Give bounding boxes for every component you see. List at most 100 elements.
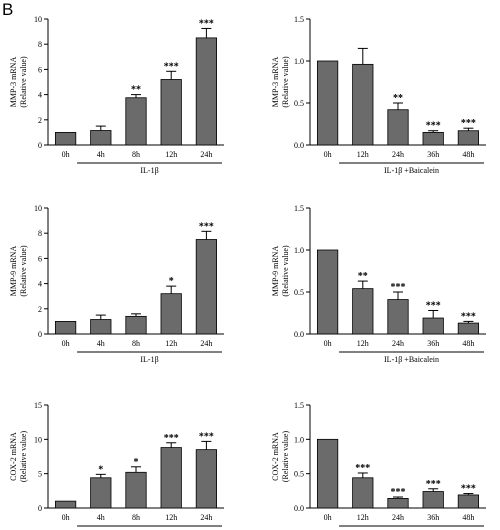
y-tick-label: 0.0 <box>294 141 304 150</box>
x-tick-label: 0h <box>62 339 70 348</box>
x-tick-label: 12h <box>165 339 177 348</box>
significance-marker: *** <box>426 479 441 490</box>
y-tick-label: 2 <box>38 116 42 125</box>
chart-panel-4: 0.0 0.5 1.0 1.5 MMP-9 mRNA (Relative value) 0h… <box>271 204 486 364</box>
bar-0h <box>316 60 339 146</box>
bar-8h <box>125 97 147 146</box>
x-tick-label: 24h <box>200 150 212 159</box>
significance-marker: *** <box>199 221 214 232</box>
bar-36h <box>422 131 444 146</box>
x-tick-label: 8h <box>132 150 140 159</box>
x-group-label: IL-1β +Baicalein <box>384 355 439 364</box>
y-axis-label: (Relative value) <box>19 431 28 483</box>
chart-panel-6: 0.0 0.5 1.0 1.5 COX-2 mRNA (Relative value) 0h… <box>271 401 486 530</box>
x-tick-label: 0h <box>62 513 70 522</box>
y-axis-label: MMP-3 mRNA <box>271 57 280 108</box>
significance-marker: *** <box>355 463 370 474</box>
y-axis-label: MMP-9 mRNA <box>271 246 280 297</box>
y-tick-label: 2 <box>38 305 42 314</box>
x-tick-label: 48h <box>462 150 474 159</box>
y-axis-label: (Relative value) <box>281 431 290 483</box>
x-tick-label: 36h <box>427 150 439 159</box>
significance-marker: *** <box>199 18 214 29</box>
y-tick-label: 1.5 <box>294 204 304 213</box>
y-axis-label: MMP-3 mRNA <box>9 57 18 108</box>
y-tick-label: 0.5 <box>294 288 304 297</box>
y-axis-label: (Relative value) <box>281 245 290 297</box>
significance-marker: ** <box>393 93 403 104</box>
significance-marker: ** <box>131 85 141 96</box>
chart-panel-2: 0.0 0.5 1.0 1.5 MMP-3 mRNA (Relative value) 0h… <box>271 15 486 175</box>
y-tick-label: 0.5 <box>294 470 304 479</box>
bar-12h <box>352 477 374 509</box>
y-tick-label: 0.5 <box>294 99 304 108</box>
significance-marker: * <box>169 276 174 287</box>
y-tick-label: 1.0 <box>294 246 304 255</box>
bar-12h <box>352 288 374 335</box>
y-tick-label: 8 <box>38 40 42 49</box>
x-tick-label: 4h <box>97 150 105 159</box>
y-tick-label: 8 <box>38 229 42 238</box>
x-tick-label: 12h <box>165 150 177 159</box>
bar-24h <box>387 299 409 335</box>
y-tick-label: 10 <box>34 204 42 213</box>
bar-24h <box>195 239 218 335</box>
x-tick-label: 8h <box>132 513 140 522</box>
y-tick-label: 0 <box>38 504 42 513</box>
significance-marker: *** <box>426 121 441 132</box>
bar-0h <box>316 249 339 335</box>
y-axis-label: COX-2 mRNA <box>271 432 280 481</box>
x-tick-label: 24h <box>392 150 404 159</box>
x-tick-label: 36h <box>427 339 439 348</box>
significance-marker: *** <box>164 433 179 444</box>
bar-12h <box>160 293 182 335</box>
bar-8h <box>125 471 147 509</box>
bar-24h <box>195 449 218 509</box>
y-tick-label: 1.5 <box>294 15 304 24</box>
x-tick-label: 24h <box>200 513 212 522</box>
y-tick-label: 10 <box>34 15 42 24</box>
x-tick-label: 36h <box>427 513 439 522</box>
significance-marker: *** <box>164 61 179 72</box>
y-tick-label: 1.0 <box>294 435 304 444</box>
significance-marker: *** <box>391 282 406 293</box>
x-tick-label: 8h <box>132 339 140 348</box>
bar-12h <box>160 447 182 509</box>
bar-48h <box>457 130 480 146</box>
x-tick-label: 12h <box>357 339 369 348</box>
x-tick-label: 48h <box>462 513 474 522</box>
x-tick-label: 24h <box>392 513 404 522</box>
bar-12h <box>160 79 182 146</box>
significance-marker: *** <box>461 484 476 495</box>
x-group-label: IL-1β +Baicalein <box>384 166 439 175</box>
y-axis-label: COX-2 mRNA <box>9 432 18 481</box>
y-tick-label: 0.0 <box>294 330 304 339</box>
bar-8h <box>125 315 147 335</box>
bar-4h <box>90 319 112 335</box>
y-axis-label: (Relative value) <box>19 245 28 297</box>
significance-marker: *** <box>426 300 441 311</box>
x-tick-label: 24h <box>392 339 404 348</box>
bar-48h <box>457 322 480 335</box>
bar-0h <box>54 500 77 509</box>
bar-4h <box>90 130 112 146</box>
bar-36h <box>422 317 444 335</box>
bar-24h <box>195 37 218 146</box>
y-tick-label: 4 <box>38 91 42 100</box>
significance-marker: *** <box>461 118 476 129</box>
significance-marker: * <box>98 464 103 475</box>
x-tick-label: 48h <box>462 339 474 348</box>
x-tick-label: 12h <box>165 513 177 522</box>
x-tick-label: 12h <box>357 513 369 522</box>
y-axis-label: (Relative value) <box>19 56 28 108</box>
x-group-label: IL-1β <box>140 355 158 364</box>
x-tick-label: 0h <box>324 339 332 348</box>
y-tick-label: 15 <box>34 401 42 410</box>
y-tick-label: 6 <box>38 65 42 74</box>
chart-panel-5: 0 5 10 15 COX-2 mRNA (Relative value) 0h * 4h * 8h… <box>9 401 224 530</box>
x-tick-label: 0h <box>62 150 70 159</box>
y-tick-label: 1.0 <box>294 57 304 66</box>
y-axis-label: (Relative value) <box>281 56 290 108</box>
bar-24h <box>387 109 409 146</box>
